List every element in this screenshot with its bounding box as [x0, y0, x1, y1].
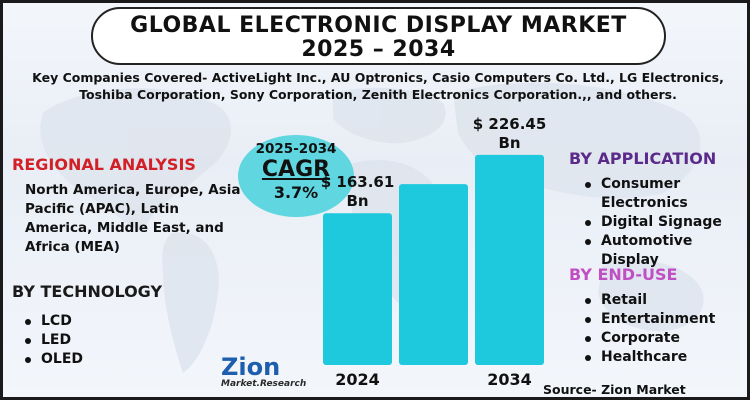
application-list: Consumer Electronics Digital Signage Aut…: [583, 175, 747, 270]
category-label: 2034: [487, 370, 532, 389]
list-item: Consumer Electronics: [583, 175, 747, 213]
logo-subtext: Market.Research: [221, 379, 307, 389]
by-application-heading: BY APPLICATION: [569, 149, 717, 168]
data-label: $ 163.61 Bn: [321, 173, 395, 210]
source-text: Source- Zion Market Research: [543, 382, 686, 397]
title-line-1: GLOBAL ELECTRONIC DISPLAY MARKET: [130, 13, 627, 38]
regional-analysis-text: North America, Europe, Asia Pacific (APA…: [25, 182, 241, 255]
list-item: Corporate: [583, 329, 715, 348]
regional-analysis-heading: REGIONAL ANALYSIS: [12, 155, 196, 174]
cagr-label: CAGR: [261, 157, 331, 182]
by-technology-heading: BY TECHNOLOGY: [12, 282, 163, 301]
list-item: Healthcare: [583, 348, 715, 367]
cagr-period: 2025-2034: [255, 141, 337, 157]
bar-chart: $ 163.61 Bn 2024 $ 226.45 Bn 2034: [321, 115, 547, 389]
title-line-2: 2025 – 2034: [301, 37, 456, 62]
technology-list: LCD LED OLED: [23, 312, 83, 369]
list-item: Automotive Display: [583, 232, 747, 270]
bar-2024: [323, 213, 392, 365]
zion-logo: Zion Market.Research: [221, 353, 307, 391]
list-item: OLED: [23, 350, 83, 369]
title-banner: GLOBAL ELECTRONIC DISPLAY MARKET 2025 – …: [91, 7, 666, 65]
by-end-use-heading: BY END-USE: [569, 265, 678, 284]
logo-wordmark: Zion: [221, 353, 281, 381]
data-label: $ 226.45 Bn: [473, 115, 547, 152]
list-item: LED: [23, 331, 83, 350]
end-use-list: Retail Entertainment Corporate Healthcar…: [583, 291, 715, 367]
list-item: Digital Signage: [583, 213, 747, 232]
bar-mid: [399, 184, 468, 365]
category-label: 2024: [335, 370, 380, 389]
list-item: Retail: [583, 291, 715, 310]
list-item: Entertainment: [583, 310, 715, 329]
list-item: LCD: [23, 312, 83, 331]
key-companies-text: Key Companies Covered- ActiveLight Inc.,…: [32, 70, 724, 102]
cagr-badge: 2025-2034 CAGR 3.7%: [238, 135, 354, 217]
bar-2034: [475, 154, 544, 365]
cagr-value: 3.7%: [273, 183, 319, 202]
